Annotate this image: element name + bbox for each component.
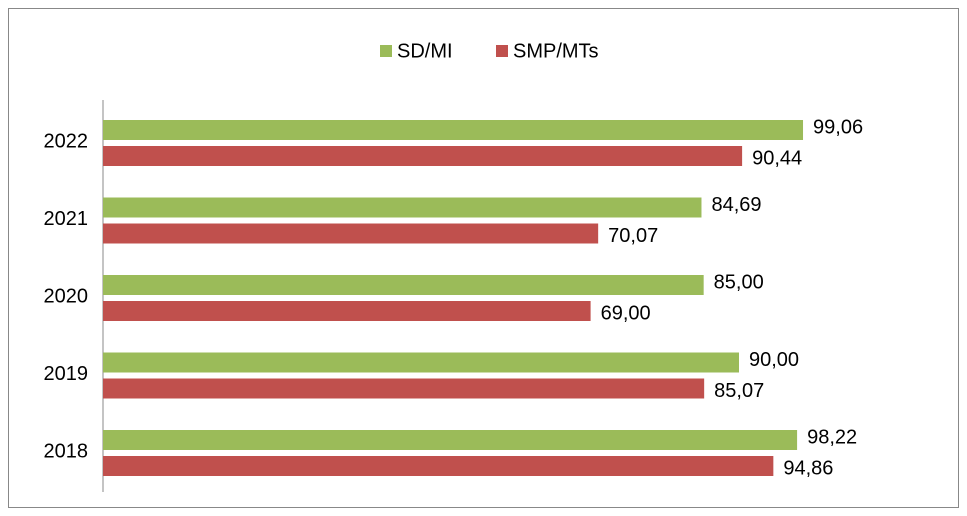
legend-label: SD/MI — [397, 40, 453, 62]
data-label: 85,07 — [714, 380, 764, 402]
data-label: 85,00 — [714, 271, 764, 293]
bar — [103, 430, 798, 450]
chart-border — [8, 8, 959, 508]
bar — [103, 197, 702, 218]
legend-swatch — [380, 45, 392, 57]
bar — [103, 352, 739, 373]
y-tick-label: 2019 — [44, 363, 89, 385]
data-label: 70,07 — [608, 225, 658, 247]
data-label: 69,00 — [601, 302, 651, 324]
data-label: 98,22 — [807, 426, 857, 448]
bar — [103, 456, 774, 476]
bar — [103, 120, 804, 140]
y-tick-label: 2020 — [44, 285, 89, 307]
data-label: 94,86 — [783, 457, 833, 479]
data-label: 84,69 — [711, 194, 761, 216]
bar — [103, 301, 591, 321]
bar — [103, 146, 743, 166]
legend-label: SMP/MTs — [513, 40, 599, 62]
legend-swatch — [496, 45, 508, 57]
data-label: 90,00 — [749, 349, 799, 371]
bar — [103, 223, 599, 244]
bar — [103, 378, 705, 399]
y-tick-label: 2021 — [44, 208, 89, 230]
bar — [103, 275, 704, 295]
y-tick-label: 2022 — [44, 130, 89, 152]
data-label: 99,06 — [813, 116, 863, 138]
y-tick-label: 2018 — [44, 440, 89, 462]
data-label: 90,44 — [752, 147, 802, 169]
